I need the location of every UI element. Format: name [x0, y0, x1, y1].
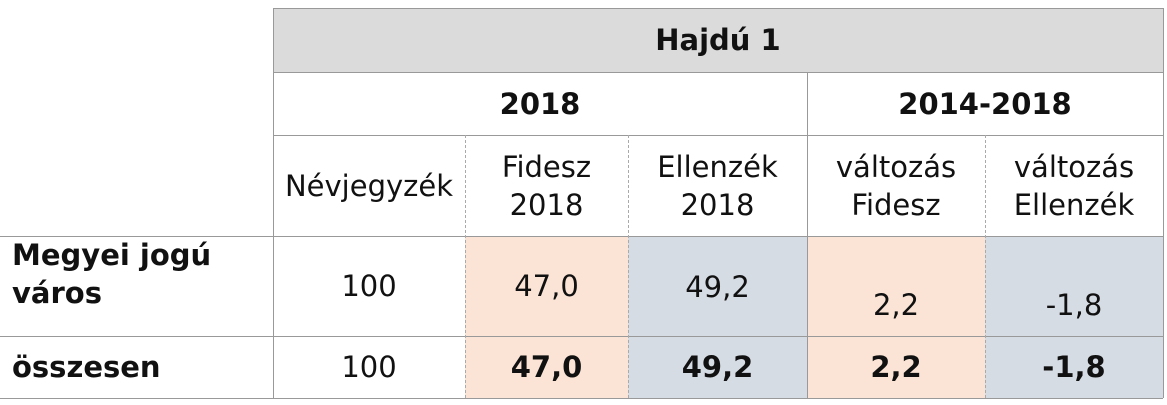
table-cell-valtozas-fidesz-total: 2,2 — [807, 336, 985, 398]
grid-line-dashed — [985, 135, 986, 398]
column-header-valtozas-fidesz-line1: változás — [835, 149, 957, 184]
grid-line — [0, 336, 1163, 337]
table-title: Hajdú 1 — [273, 8, 1163, 72]
row-label-osszesen: összesen — [0, 336, 273, 398]
column-header-fidesz-line2: 2018 — [509, 187, 584, 222]
table-cell-valtozas-ellenzek-total: -1,8 — [985, 336, 1163, 398]
column-header-fidesz-line1: Fidesz — [501, 149, 592, 184]
group-header-2014-2018-text: 2014-2018 — [898, 86, 1072, 121]
grid-line — [807, 72, 808, 398]
column-header-valtozas-ellenzek-line1: változás — [1013, 149, 1135, 184]
row-label-megyei-jogu-varos: Megyei jogú város — [0, 236, 273, 336]
grid-line — [1163, 8, 1164, 398]
column-header-fidesz: Fidesz 2018 — [465, 135, 628, 236]
column-header-ellenzek: Ellenzék 2018 — [628, 135, 807, 236]
table-cell-valtozas-fidesz: 2,2 — [807, 236, 985, 336]
grid-line — [273, 72, 1163, 73]
cell-value: -1,8 — [1045, 288, 1103, 322]
grid-line — [273, 8, 1163, 9]
cell-value: 47,0 — [510, 350, 583, 384]
grid-line — [273, 8, 274, 398]
column-header-valtozas-ellenzek-line2: Ellenzék — [1013, 187, 1135, 222]
cell-value: 100 — [341, 269, 397, 303]
column-header-valtozas-fidesz: változás Fidesz — [807, 135, 985, 236]
column-header-valtozas-fidesz-line2: Fidesz — [851, 187, 941, 222]
table-cell-ellenzek-total: 49,2 — [628, 336, 807, 398]
group-header-2018-text: 2018 — [499, 86, 581, 121]
grid-line — [0, 398, 1163, 399]
row-label-line1: Megyei jogú — [12, 238, 212, 272]
cell-value: 47,0 — [514, 269, 579, 303]
table-title-text: Hajdú 1 — [655, 23, 781, 57]
group-header-2018: 2018 — [273, 72, 807, 135]
column-header-ellenzek-line1: Ellenzék — [657, 149, 778, 184]
column-header-ellenzek-line2: 2018 — [680, 187, 755, 222]
table-cell-nevjegyzek: 100 — [273, 236, 465, 336]
table-cell-nevjegyzek-total: 100 — [273, 336, 465, 398]
cell-value: 49,2 — [685, 270, 750, 304]
table-cell-fidesz-total: 47,0 — [465, 336, 628, 398]
cell-value: -1,8 — [1042, 350, 1106, 384]
cell-value: 2,2 — [870, 350, 922, 384]
table-cell-ellenzek: 49,2 — [628, 236, 807, 336]
column-header-valtozas-ellenzek: változás Ellenzék — [985, 135, 1163, 236]
column-header-nevjegyzek-text: Névjegyzék — [284, 168, 454, 203]
row-label-text: összesen — [12, 350, 161, 384]
cell-value: 49,2 — [681, 350, 754, 384]
column-header-nevjegyzek: Névjegyzék — [273, 135, 465, 236]
table-cell-fidesz: 47,0 — [465, 236, 628, 336]
grid-line-dashed — [628, 135, 629, 398]
table-cell-valtozas-ellenzek: -1,8 — [985, 236, 1163, 336]
group-header-2014-2018: 2014-2018 — [807, 72, 1163, 135]
grid-line — [273, 135, 1163, 136]
cell-value: 2,2 — [872, 288, 920, 322]
grid-line-dashed — [465, 135, 466, 398]
row-label-line2: város — [12, 276, 102, 310]
cell-value: 100 — [341, 350, 397, 384]
grid-line — [0, 236, 1163, 237]
